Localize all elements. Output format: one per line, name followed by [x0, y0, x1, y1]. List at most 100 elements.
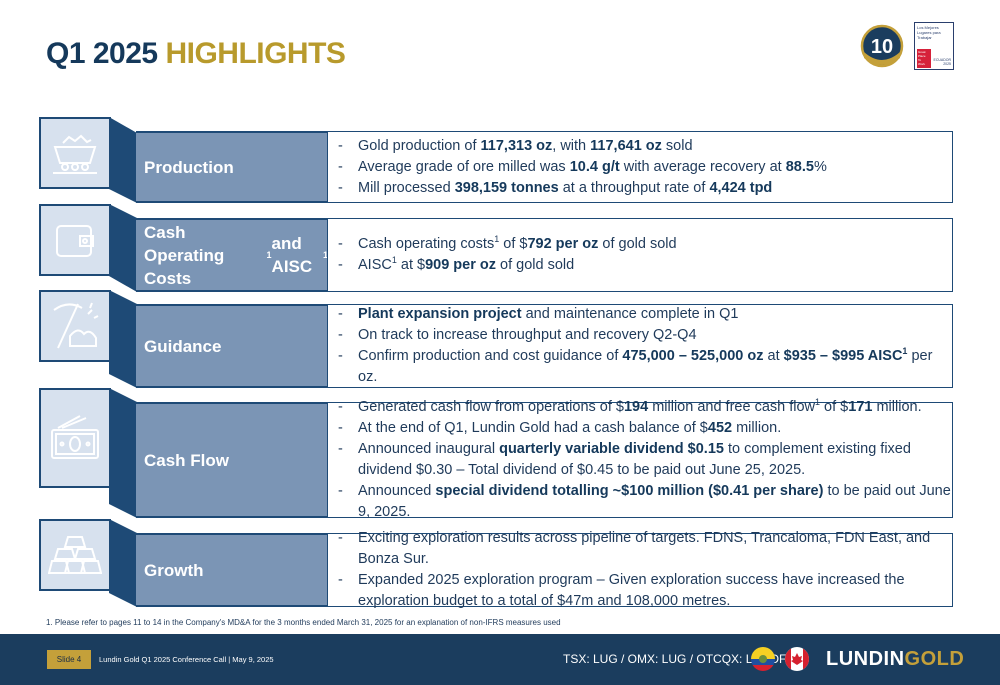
text-run: On track to increase throughput and reco… — [358, 327, 697, 343]
text-run: Announced — [358, 483, 436, 499]
bullet-text: Expanded 2025 exploration program – Give… — [358, 570, 952, 612]
text-run: at a throughput rate of — [558, 179, 710, 196]
row-connector — [109, 388, 137, 518]
text-run: Cash operating costs — [358, 236, 495, 252]
row-connector — [109, 204, 137, 292]
category-label: Cash Operating Costs 1 and AISC 1 — [136, 218, 328, 292]
bullet-item: - Cash operating costs1 of $792 per oz of… — [338, 234, 952, 255]
gptw-line: Trabajar — [917, 35, 932, 40]
superscript: 1 — [391, 255, 397, 266]
text-run: of $ — [499, 236, 528, 252]
text-run: Exciting exploration results across pipe… — [358, 530, 931, 567]
ecuador-flag-icon — [751, 647, 775, 671]
text-run: of gold sold — [598, 236, 677, 252]
footer-bar: Slide 4 Lundin Gold Q1 2025 Conference C… — [0, 634, 1000, 685]
category-label: Guidance — [136, 304, 328, 388]
bullet-item: - Gold production of 117,313 oz, with 117… — [338, 136, 952, 157]
bullet-item: - Announced inaugural quarterly variable … — [338, 439, 952, 481]
bold-text: 909 per oz — [425, 257, 496, 273]
bold-text: 792 per oz — [527, 236, 599, 252]
bullet-item: - Announced special dividend totalling ~$… — [338, 481, 952, 523]
row-connector — [109, 117, 137, 203]
category-label: Cash Flow — [136, 402, 328, 518]
text-run: at — [763, 348, 784, 364]
bullet-item: - Exciting exploration results across pip… — [338, 528, 952, 570]
logo-part-2: GOLD — [904, 648, 965, 670]
bullet-text: On track to increase throughput and reco… — [358, 325, 697, 346]
text-run: Announced inaugural — [358, 441, 500, 457]
bold-text: 117,313 oz — [480, 137, 553, 154]
slide-number: Slide 4 — [47, 650, 91, 669]
description-box: - Exciting exploration results across pip… — [327, 530, 953, 609]
highlight-row-growth: Growth - Exciting exploration results acr… — [39, 519, 953, 609]
ticker-symbols: TSX: LUG / OMX: LUG / OTCQX: LUGDF — [563, 652, 787, 666]
bold-text: 117,641 oz — [590, 137, 662, 154]
description-box: - Generated cash flow from operations of … — [327, 398, 953, 520]
wallet-icon — [39, 204, 111, 276]
text-run: Generated cash flow from operations of $ — [358, 399, 624, 415]
mine-cart-icon — [39, 117, 111, 189]
text-run: at $ — [396, 257, 426, 273]
bullet-text: Announced special dividend totalling ~$1… — [358, 481, 952, 523]
bullet-item: - AISC1 at $909 per oz of gold sold — [338, 255, 952, 276]
text-run: Average grade of ore milled was — [358, 158, 570, 175]
highlight-row-cash-flow: Cash Flow - Generated cash flow from oper… — [39, 388, 953, 520]
bold-text: special dividend totalling ~$100 million… — [435, 483, 824, 499]
bullet-item: - Generated cash flow from operations of … — [338, 397, 952, 418]
text-run: of gold sold — [496, 257, 575, 273]
row-connector — [109, 519, 137, 607]
description-box: - Gold production of 117,313 oz, with 117… — [327, 131, 953, 203]
category-label: Production — [136, 131, 328, 203]
text-run: million. — [872, 399, 922, 415]
pickaxe-icon — [39, 290, 111, 362]
bold-text: quarterly variable dividend $0.15 — [499, 441, 724, 457]
footnote: 1. Please refer to pages 11 to 14 in the… — [46, 618, 561, 627]
text-run: % — [813, 158, 827, 175]
bullet-item: - On track to increase throughput and rec… — [338, 325, 952, 346]
highlight-row-guidance: Guidance - Plant expansion project and ma… — [39, 290, 953, 388]
bullet-item: - Confirm production and cost guidance of… — [338, 346, 952, 388]
text-run: Cash Operating Costs — [144, 222, 225, 288]
bold-text: Plant expansion project — [358, 306, 522, 322]
gptw-red-line: Work — [918, 62, 925, 66]
gptw-year: 2025 — [943, 62, 951, 66]
bullet-item: - Mill processed 398,159 tonnes at a thro… — [338, 178, 952, 199]
bold-text: 4,424 tpd — [709, 179, 773, 196]
superscript: 1 — [815, 397, 821, 408]
text-run: of $ — [820, 399, 849, 415]
cash-icon — [39, 388, 111, 488]
highlight-row-cash-operating-costs: Cash Operating Costs 1 and AISC 1 - Cash op… — [39, 204, 953, 292]
ten-year-badge-label: 10 — [871, 36, 893, 58]
great-place-to-work-badge: Los Mejores Lugares para Trabajar Great … — [914, 22, 954, 70]
superscript: 1 — [494, 234, 500, 245]
category-label: Growth — [136, 533, 328, 607]
company-logo: LUNDINGOLD — [826, 648, 964, 671]
bullet-text: Gold production of 117,313 oz, with 117,… — [358, 136, 693, 157]
bold-text: 194 — [623, 399, 649, 415]
text-run: Gold production of — [358, 137, 481, 154]
page-title: Q1 2025 HIGHLIGHTS — [46, 37, 346, 71]
text-run: and AISC — [271, 234, 313, 276]
text-run: Confirm production and cost guidance of — [358, 348, 623, 364]
bullet-text: Cash operating costs1 of $792 per oz of … — [358, 234, 677, 255]
bullet-item: - Expanded 2025 exploration program – Giv… — [338, 570, 952, 612]
description-box: - Cash operating costs1 of $792 per oz of… — [327, 218, 953, 292]
text-run: million. — [732, 420, 782, 436]
bold-text: 475,000 – 525,000 oz — [622, 348, 764, 364]
text-run: and maintenance complete in Q1 — [521, 306, 739, 322]
bold-text: 88.5 — [785, 158, 814, 175]
gptw-line: Los Mejores — [917, 25, 939, 30]
ten-year-badge: 10 — [856, 22, 908, 70]
bullet-text: Mill processed 398,159 tonnes at a throu… — [358, 178, 772, 199]
bold-text: 10.4 g/t — [569, 158, 620, 175]
bullet-text: Average grade of ore milled was 10.4 g/t… — [358, 157, 827, 178]
text-run: , with — [552, 137, 591, 154]
description-box: - Plant expansion project and maintenance… — [327, 304, 953, 388]
highlight-row-production: Production - Gold production of 117,313 o… — [39, 117, 953, 203]
bullet-text: Plant expansion project and maintenance … — [358, 304, 738, 325]
gptw-red-block: Great Place To Work — [917, 49, 931, 68]
bullet-text: Generated cash flow from operations of $… — [358, 397, 922, 418]
bullet-text: At the end of Q1, Lundin Gold had a cash… — [358, 418, 781, 439]
text-run: to be paid out June 9, 2025. — [358, 483, 951, 520]
text-run: At the end of Q1, Lundin Gold had a cash… — [358, 420, 708, 436]
